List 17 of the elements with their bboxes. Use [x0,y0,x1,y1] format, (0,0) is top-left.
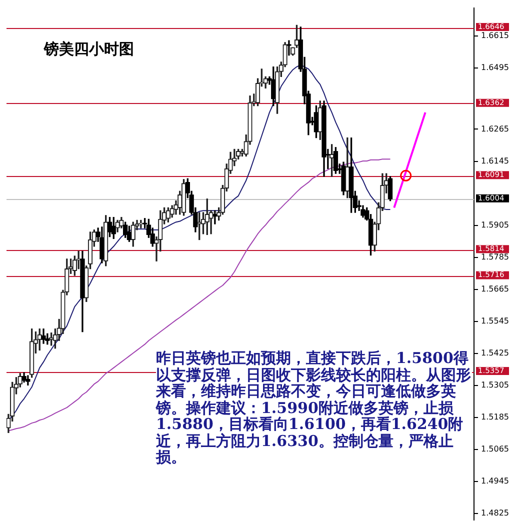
y-tick-label: 1.4945 [481,476,510,486]
y-tick-label: 1.6615 [481,30,510,40]
y-tick-label: 1.6145 [481,156,510,166]
y-tick-label: 1.5185 [481,412,510,422]
y-tick-label: 1.6495 [481,62,510,72]
annotation: 昨日英镑也正如预期，直接下跌后，1.5800得以支撑反弹，日图收下影线较长的阳柱。从图形来看，维持昨日思路不变，今日可逢低做多英镑。操作建议：1.5990附近做多英镑，止损1.5880，目标看向1.6100，再看1.6240附近，再上方阻力1.6330。控制仓量，严格止损。 [156,349,472,466]
candlestick [286,40,292,56]
y-tick-label: 1.5905 [481,220,510,230]
y-tick-label: 1.5425 [481,348,510,358]
text: 镑美四小时图 [44,40,134,59]
y-tick-label: 1.5065 [481,444,510,454]
y-tick-label: 1.4825 [481,508,510,518]
y-tick-label: 1.5665 [481,284,510,294]
y-tick-label: 1.6265 [481,124,510,134]
y-tick-label: 1.5785 [481,252,510,262]
y-tick-label: 1.5305 [481,380,510,390]
y-tick-label: 1.5545 [481,316,510,326]
